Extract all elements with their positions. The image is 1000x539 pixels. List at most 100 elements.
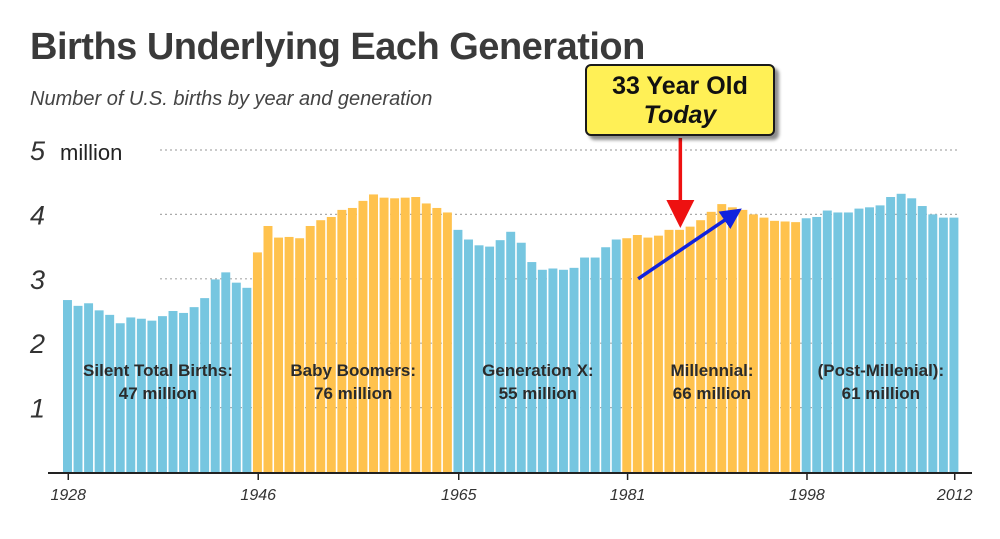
bar-1963 (432, 207, 442, 472)
bar-1935 (136, 318, 146, 472)
x-tick-label: 1946 (240, 487, 276, 504)
bar-1955 (347, 207, 357, 472)
bar-1933 (115, 323, 125, 472)
bar-1985 (664, 229, 674, 472)
bar-2010 (928, 214, 938, 472)
generation-total: 61 million (842, 384, 920, 403)
generation-name: Millennial: (670, 361, 753, 380)
generation-labels: Silent Total Births: 47 million Baby Boome… (83, 361, 944, 403)
generation-total: 66 million (673, 384, 751, 403)
generation-name: (Post-Millenial): (818, 361, 945, 380)
bar-1942 (210, 279, 220, 472)
bar-1967 (474, 245, 484, 472)
bar-1932 (105, 314, 115, 472)
bar-1953 (326, 216, 336, 472)
blue-arrow (637, 208, 742, 281)
bar-2008 (907, 198, 917, 473)
y-tick-label: 4 (30, 200, 45, 230)
bar-1929 (73, 305, 83, 472)
bar-1943 (221, 272, 231, 472)
y-tick-label: 1 (30, 394, 45, 424)
bar-1996 (780, 221, 790, 472)
bar-1988 (696, 220, 706, 472)
callout-box: 33 Year Old Today (585, 64, 775, 136)
chart-title: Births Underlying Each Generation (30, 26, 645, 68)
bar-1976 (569, 267, 579, 472)
bar-1957 (369, 194, 378, 472)
bar-2011 (938, 217, 948, 472)
bar-1959 (390, 198, 400, 473)
bar-1945 (242, 287, 252, 472)
x-tick-label: 1998 (789, 487, 825, 504)
bar-1960 (400, 197, 410, 472)
bar-1954 (337, 209, 347, 472)
bar-1970 (506, 231, 516, 472)
bar-1994 (759, 217, 769, 472)
bar-1993 (748, 214, 758, 472)
bar-1992 (738, 209, 748, 472)
bar-1937 (157, 316, 167, 472)
bar-1999 (812, 216, 822, 472)
bar-1952 (316, 220, 326, 472)
bar-1971 (516, 242, 526, 472)
bar-2002 (843, 212, 853, 472)
bar-1984 (653, 235, 663, 472)
bar-1928 (63, 300, 72, 472)
bar-1940 (189, 307, 199, 472)
bar-1983 (643, 237, 653, 472)
generation-total: 76 million (314, 384, 392, 403)
bar-1968 (485, 246, 495, 472)
bar-1951 (305, 225, 315, 472)
x-tick-label: 1965 (441, 487, 477, 504)
bar-1939 (179, 312, 189, 472)
bar-2001 (833, 212, 843, 472)
bar-2009 (917, 206, 927, 472)
chart-subtitle: Number of U.S. births by year and genera… (30, 88, 433, 110)
bar-1995 (770, 220, 779, 472)
bar-2006 (886, 197, 896, 472)
bar-1936 (147, 320, 157, 472)
bar-1947 (263, 225, 273, 472)
y-axis-ticks: million 1 2 3 4 5 (29, 136, 122, 424)
bar-1964 (442, 212, 452, 472)
bar-1961 (411, 197, 421, 472)
bar-1973 (537, 269, 547, 472)
y-tick-label: 5 (30, 136, 46, 166)
bar-1979 (601, 247, 611, 472)
callout-line1: 33 Year Old (612, 72, 748, 100)
y-unit-label: million (60, 140, 122, 165)
bars (63, 193, 959, 473)
bar-1965 (453, 229, 463, 472)
bar-2000 (822, 210, 832, 472)
bar-1972 (527, 262, 537, 472)
generation-name: Baby Boomers: (290, 361, 416, 380)
bar-1962 (421, 203, 431, 472)
callout-line2: Today (643, 101, 717, 129)
generation-total: 55 million (499, 384, 577, 403)
bar-1966 (464, 239, 473, 472)
bar-1938 (168, 311, 178, 472)
arrows (637, 138, 742, 281)
bar-1958 (379, 197, 389, 472)
x-tick-label: 1981 (610, 487, 646, 504)
bar-2012 (949, 217, 959, 472)
bar-1977 (580, 257, 590, 472)
bar-1974 (548, 268, 558, 472)
bar-1978 (590, 257, 600, 472)
y-tick-label: 2 (29, 329, 45, 359)
bar-1989 (706, 211, 716, 472)
x-tick-label: 1928 (50, 487, 86, 504)
bar-1930 (84, 303, 94, 472)
bar-1975 (558, 269, 568, 472)
x-axis-ticks: 1928 1946 1965 1981 1998 2012 (50, 473, 973, 504)
bar-2004 (865, 207, 874, 473)
bar-1990 (717, 204, 727, 472)
bar-2003 (854, 208, 864, 472)
bar-2007 (896, 193, 906, 473)
bar-1982 (632, 235, 642, 472)
generation-total: 47 million (119, 384, 197, 403)
bar-2005 (875, 205, 885, 472)
bar-1941 (200, 298, 210, 472)
bar-1956 (358, 200, 368, 472)
